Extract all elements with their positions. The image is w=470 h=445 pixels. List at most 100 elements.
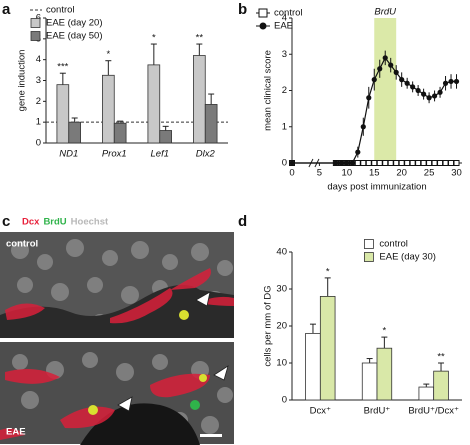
x-tick-label: 5 — [317, 168, 322, 179]
panel-label: b — [238, 1, 247, 18]
marker — [415, 87, 421, 94]
dark-region — [0, 284, 234, 338]
marker — [410, 84, 416, 90]
x-tick-label: ND1 — [59, 149, 78, 160]
bar — [319, 295, 336, 401]
marker — [365, 160, 372, 166]
marker — [442, 80, 449, 86]
marker — [382, 160, 389, 166]
marker — [399, 77, 405, 83]
x-tick-label: 25 — [424, 168, 435, 179]
bar — [68, 121, 81, 144]
y-tick-label: 40 — [276, 247, 287, 258]
x-axis-label: days post immunization — [327, 182, 426, 193]
marker — [344, 160, 350, 166]
significance: *** — [57, 62, 68, 73]
marker — [421, 91, 427, 97]
y-tick-label: 0 — [36, 138, 41, 149]
y-tick-label: 0 — [282, 395, 287, 406]
y-tick-label: 2 — [36, 96, 41, 107]
marker — [349, 160, 355, 166]
marker — [360, 124, 366, 130]
marker — [404, 160, 411, 166]
x-tick-label: 15 — [369, 168, 380, 179]
panel-label: a — [2, 1, 11, 18]
marker — [409, 160, 416, 166]
marker — [387, 160, 394, 166]
marker — [388, 62, 394, 68]
marker — [377, 66, 383, 72]
scale-bar — [200, 434, 222, 437]
stain-label: BrdU — [43, 217, 66, 228]
marker — [404, 80, 410, 86]
y-tick-label: 6 — [36, 13, 41, 24]
y-tick-label: 2 — [282, 85, 287, 96]
y-tick-label: 30 — [276, 284, 287, 295]
marker — [393, 69, 399, 75]
marker — [448, 160, 455, 166]
marker — [371, 160, 378, 166]
legend-label: control — [379, 239, 408, 250]
marker — [415, 160, 422, 166]
bar — [433, 370, 449, 401]
row-label: EAE — [6, 427, 26, 438]
legend-marker — [259, 22, 267, 30]
marker — [360, 160, 367, 166]
panel-label: d — [238, 213, 247, 230]
legend-label: control — [46, 5, 75, 16]
x-tick-label: 30 — [451, 168, 462, 179]
significance: ** — [437, 352, 445, 363]
significance: * — [383, 326, 387, 337]
marker — [376, 160, 383, 166]
brdu-signal — [190, 400, 200, 410]
marker — [426, 160, 433, 166]
y-tick-label: 4 — [36, 54, 41, 65]
legend-label: EAE (day 50) — [46, 31, 103, 42]
marker — [453, 160, 460, 166]
x-tick-label: Lef1 — [151, 149, 170, 160]
bar — [113, 122, 127, 144]
bar — [159, 130, 172, 144]
marker — [382, 55, 388, 61]
marker — [338, 160, 344, 166]
row-label: control — [6, 239, 38, 250]
dcx-signal — [0, 268, 234, 440]
marker — [426, 95, 432, 101]
marker — [289, 160, 295, 166]
x-tick-label: Dcx⁺ — [310, 406, 331, 417]
micrograph — [0, 232, 234, 445]
x-tick-label: 0 — [289, 168, 294, 179]
significance: * — [152, 33, 156, 44]
y-tick-label: 20 — [276, 321, 287, 332]
y-tick-label: 1 — [282, 121, 287, 132]
y-axis-label: mean clinical score — [263, 50, 274, 131]
marker — [431, 93, 438, 99]
marker — [431, 160, 438, 166]
legend-swatch — [30, 18, 41, 28]
legend-swatch — [30, 31, 41, 41]
x-tick-label: BrdU⁺ — [364, 406, 391, 417]
x-tick-label: Dlx2 — [196, 149, 216, 160]
x-tick-label: Prox1 — [102, 149, 127, 160]
shaded-region-label: BrdU — [374, 7, 396, 18]
marker — [355, 149, 361, 155]
significance: * — [106, 49, 110, 60]
marker — [398, 160, 405, 166]
marker — [393, 160, 400, 166]
bar — [102, 74, 115, 144]
y-axis-label: cells per mm of DG — [263, 285, 274, 366]
y-tick-label: 3 — [36, 75, 41, 86]
x-tick-label: 10 — [342, 168, 353, 179]
bar — [418, 386, 435, 401]
shaded-region — [374, 18, 397, 163]
significance: * — [326, 266, 330, 277]
legend-marker — [258, 8, 268, 18]
bar — [193, 55, 206, 144]
bar — [56, 84, 70, 144]
bar — [147, 64, 161, 144]
bar — [376, 347, 393, 401]
legend-label: EAE — [274, 21, 293, 32]
significance: ** — [196, 33, 204, 44]
legend-label: EAE (day 30) — [379, 252, 436, 263]
bar — [204, 104, 218, 144]
